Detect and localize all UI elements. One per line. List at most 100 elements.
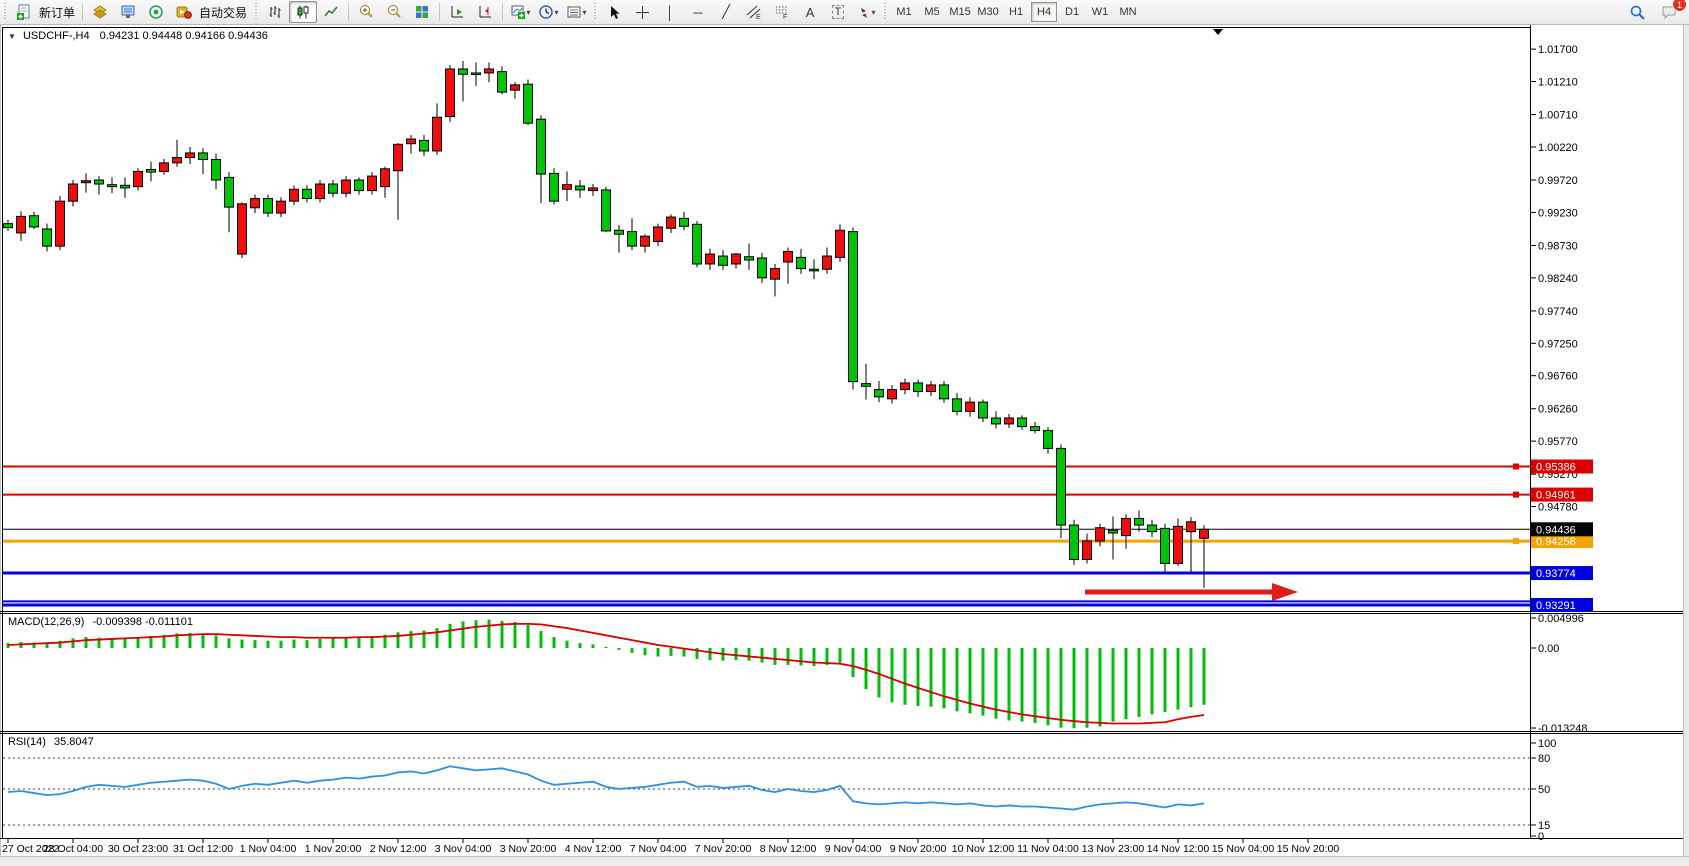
timeframe-H4-button[interactable]: H4 — [1031, 2, 1058, 22]
cursor-tool-button[interactable] — [600, 1, 628, 23]
vertical-line-tool-button[interactable]: │ — [656, 1, 684, 23]
equidistant-channel-tool-button[interactable]: E — [740, 1, 768, 23]
date-tick-label: 7 Nov 20:00 — [695, 843, 752, 855]
timeframe-M15-button[interactable]: M15 — [949, 6, 971, 18]
crosshair-tool-button[interactable] — [628, 1, 656, 23]
candle-body — [1147, 524, 1157, 533]
macd-signal-line — [7, 622, 1205, 725]
market-watch-button[interactable] — [86, 1, 114, 23]
cursor-icon — [611, 5, 620, 19]
tile-windows-button[interactable] — [408, 1, 436, 23]
candle-body — [666, 216, 676, 229]
rsi-axis-label: 50 — [1538, 784, 1550, 796]
line-chart-icon — [324, 6, 338, 17]
candle-body — [1056, 447, 1066, 526]
candle-body — [263, 198, 273, 214]
candle-body — [601, 189, 611, 232]
toolbar-grip-4[interactable] — [882, 3, 889, 21]
new-order-label[interactable]: 新订单 — [39, 5, 76, 20]
chart-menu-dropdown-icon[interactable]: ▼ — [8, 32, 16, 41]
candle-body — [1108, 529, 1118, 534]
chart-shift-icon — [479, 6, 492, 18]
arrows-tool-button[interactable]: ▾ — [852, 1, 880, 23]
macd-indicator-values: -0.009398 -0.011101 — [92, 616, 193, 628]
notifications-button[interactable]: 1 — [1655, 0, 1687, 23]
candle-body — [1004, 417, 1014, 425]
line-handle[interactable] — [1513, 538, 1519, 545]
templates-caret-icon[interactable]: ▾ — [582, 7, 587, 17]
auto-trading-button[interactable] — [170, 1, 198, 23]
horizontal-line-icon: ─ — [693, 4, 703, 20]
indicators-button[interactable]: ▾ — [506, 1, 534, 23]
bar-chart-button[interactable] — [261, 1, 289, 23]
date-tick-label: 9 Nov 20:00 — [890, 843, 947, 855]
trendline-tool-button[interactable]: ╱ — [712, 1, 740, 23]
new-order-icon — [17, 4, 30, 20]
auto-trading-label[interactable]: 自动交易 — [199, 5, 248, 20]
auto-scroll-icon — [451, 6, 464, 18]
timeframe-W1-button[interactable]: W1 — [1091, 6, 1109, 18]
chart-shift-button[interactable] — [471, 1, 499, 23]
periods-caret-icon[interactable]: ▾ — [554, 7, 559, 17]
auto-trading-icon — [176, 6, 192, 19]
toolbar-grip-3[interactable] — [592, 3, 599, 21]
date-tick-label: 3 Nov 20:00 — [500, 843, 557, 855]
indicators-caret-icon[interactable]: ▾ — [526, 7, 531, 17]
level-price-tag — [1531, 597, 1593, 612]
arrows-caret-icon[interactable]: ▾ — [871, 7, 876, 17]
red-arrow-head[interactable] — [1272, 583, 1298, 601]
chart-shift-marker-icon[interactable] — [1213, 29, 1223, 35]
zoom-out-icon — [388, 5, 401, 18]
horizontal-line-tool-button[interactable]: ─ — [684, 1, 712, 23]
tile-windows-icon — [416, 6, 429, 18]
main-price-plot — [3, 29, 1530, 607]
toolbar-grip-2[interactable] — [253, 3, 260, 21]
timeframe-M1-button[interactable]: M1 — [896, 6, 912, 18]
price-axis[interactable]: 1.01700 1.01210 1.00710 1.00220 0.99720 0.992… — [1531, 44, 1593, 612]
text-tool-button[interactable]: A — [796, 1, 824, 23]
candle-body — [497, 71, 507, 93]
level-price-tag — [1531, 534, 1593, 549]
label-tool-icon: T — [831, 5, 845, 19]
candle-body — [68, 183, 78, 202]
auto-scroll-button[interactable] — [443, 1, 471, 23]
timeframe-H1-button[interactable]: H1 — [1009, 6, 1024, 18]
candle-body — [1134, 517, 1144, 526]
search-icon — [1630, 5, 1645, 20]
search-button[interactable] — [1623, 1, 1651, 23]
line-handle[interactable] — [1513, 463, 1519, 470]
candlestick-chart-button[interactable] — [289, 1, 318, 23]
navigator-button[interactable] — [114, 1, 142, 23]
chart-ohlc-values: 0.94231 0.94448 0.94166 0.94436 — [99, 30, 268, 42]
timeframe-MN-button[interactable]: MN — [1119, 6, 1137, 18]
timeframe-M30-button[interactable]: M30 — [977, 6, 999, 18]
date-tick-label: 11 Nov 04:00 — [1017, 843, 1079, 855]
candle-body — [822, 255, 832, 270]
line-handle[interactable] — [1513, 491, 1519, 498]
candle-body — [588, 187, 598, 192]
candle-body — [991, 417, 1001, 425]
new-order-button[interactable] — [10, 1, 38, 23]
templates-button[interactable]: ▾ — [562, 1, 590, 23]
candle-body — [1095, 527, 1105, 542]
candle-body — [42, 228, 52, 247]
fibonacci-tool-button[interactable]: F — [768, 1, 796, 23]
level-price-tag — [1531, 487, 1593, 502]
zoom-in-button[interactable] — [352, 1, 380, 23]
price-tick-label: 0.96260 — [1538, 404, 1578, 416]
indicators-icon — [511, 5, 525, 19]
signals-button[interactable] — [142, 1, 170, 23]
candle-body — [913, 382, 923, 393]
price-tick-label: 0.98730 — [1538, 240, 1578, 252]
zoom-out-button[interactable] — [380, 1, 408, 23]
candle-body — [484, 68, 494, 74]
timeframe-M5-button[interactable]: M5 — [924, 6, 940, 18]
timeframe-D1-button[interactable]: D1 — [1065, 6, 1080, 18]
label-tool-button[interactable]: T — [824, 1, 852, 23]
toolbar-grip[interactable] — [2, 3, 8, 21]
line-chart-button[interactable] — [317, 1, 345, 23]
periods-button[interactable]: ▾ — [534, 1, 562, 23]
